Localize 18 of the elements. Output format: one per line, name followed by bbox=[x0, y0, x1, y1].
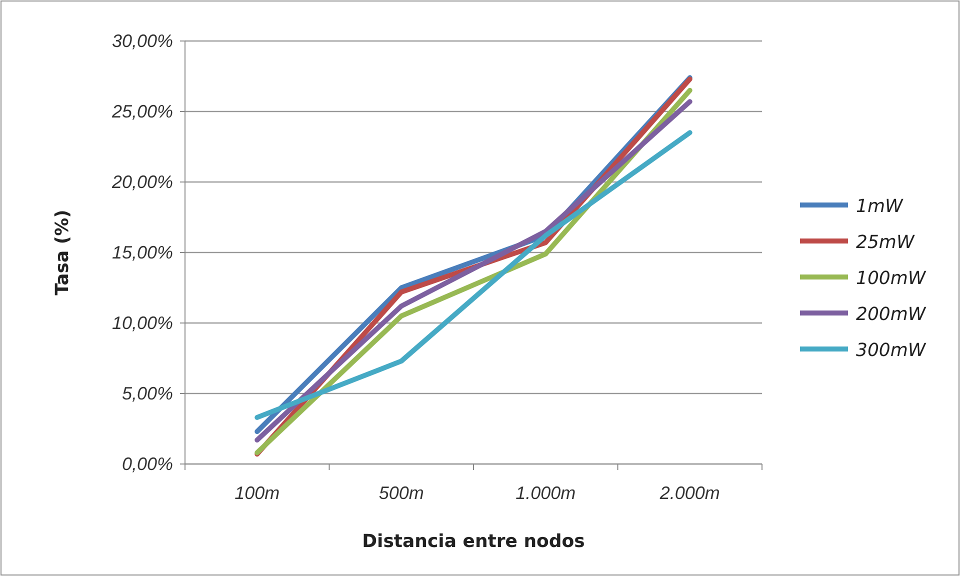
x-tick-label: 2.000m bbox=[658, 482, 720, 503]
y-tick-label: 0,00% bbox=[122, 454, 173, 474]
y-tick-label: 30,00% bbox=[112, 30, 173, 51]
y-tick-label: 25,00% bbox=[110, 101, 173, 122]
legend-label: 200mW bbox=[856, 304, 927, 325]
legend-label: 100mW bbox=[856, 268, 927, 289]
legend-label: 25mW bbox=[856, 232, 916, 253]
x-tick-label: 1.000m bbox=[516, 482, 576, 503]
y-tick-label: 15,00% bbox=[112, 242, 173, 262]
legend-label: 1mW bbox=[856, 196, 904, 217]
y-tick-label: 5,00% bbox=[122, 383, 173, 404]
y-axis-title: Tasa (%) bbox=[52, 210, 73, 296]
legend-label: 300mW bbox=[856, 340, 927, 361]
x-tick-label: 500m bbox=[378, 482, 424, 503]
x-tick-label: 100m bbox=[234, 482, 280, 503]
y-tick-label: 10,00% bbox=[112, 312, 173, 333]
y-tick-label: 20,00% bbox=[110, 172, 173, 192]
x-axis-title: Distancia entre nodos bbox=[362, 531, 585, 552]
